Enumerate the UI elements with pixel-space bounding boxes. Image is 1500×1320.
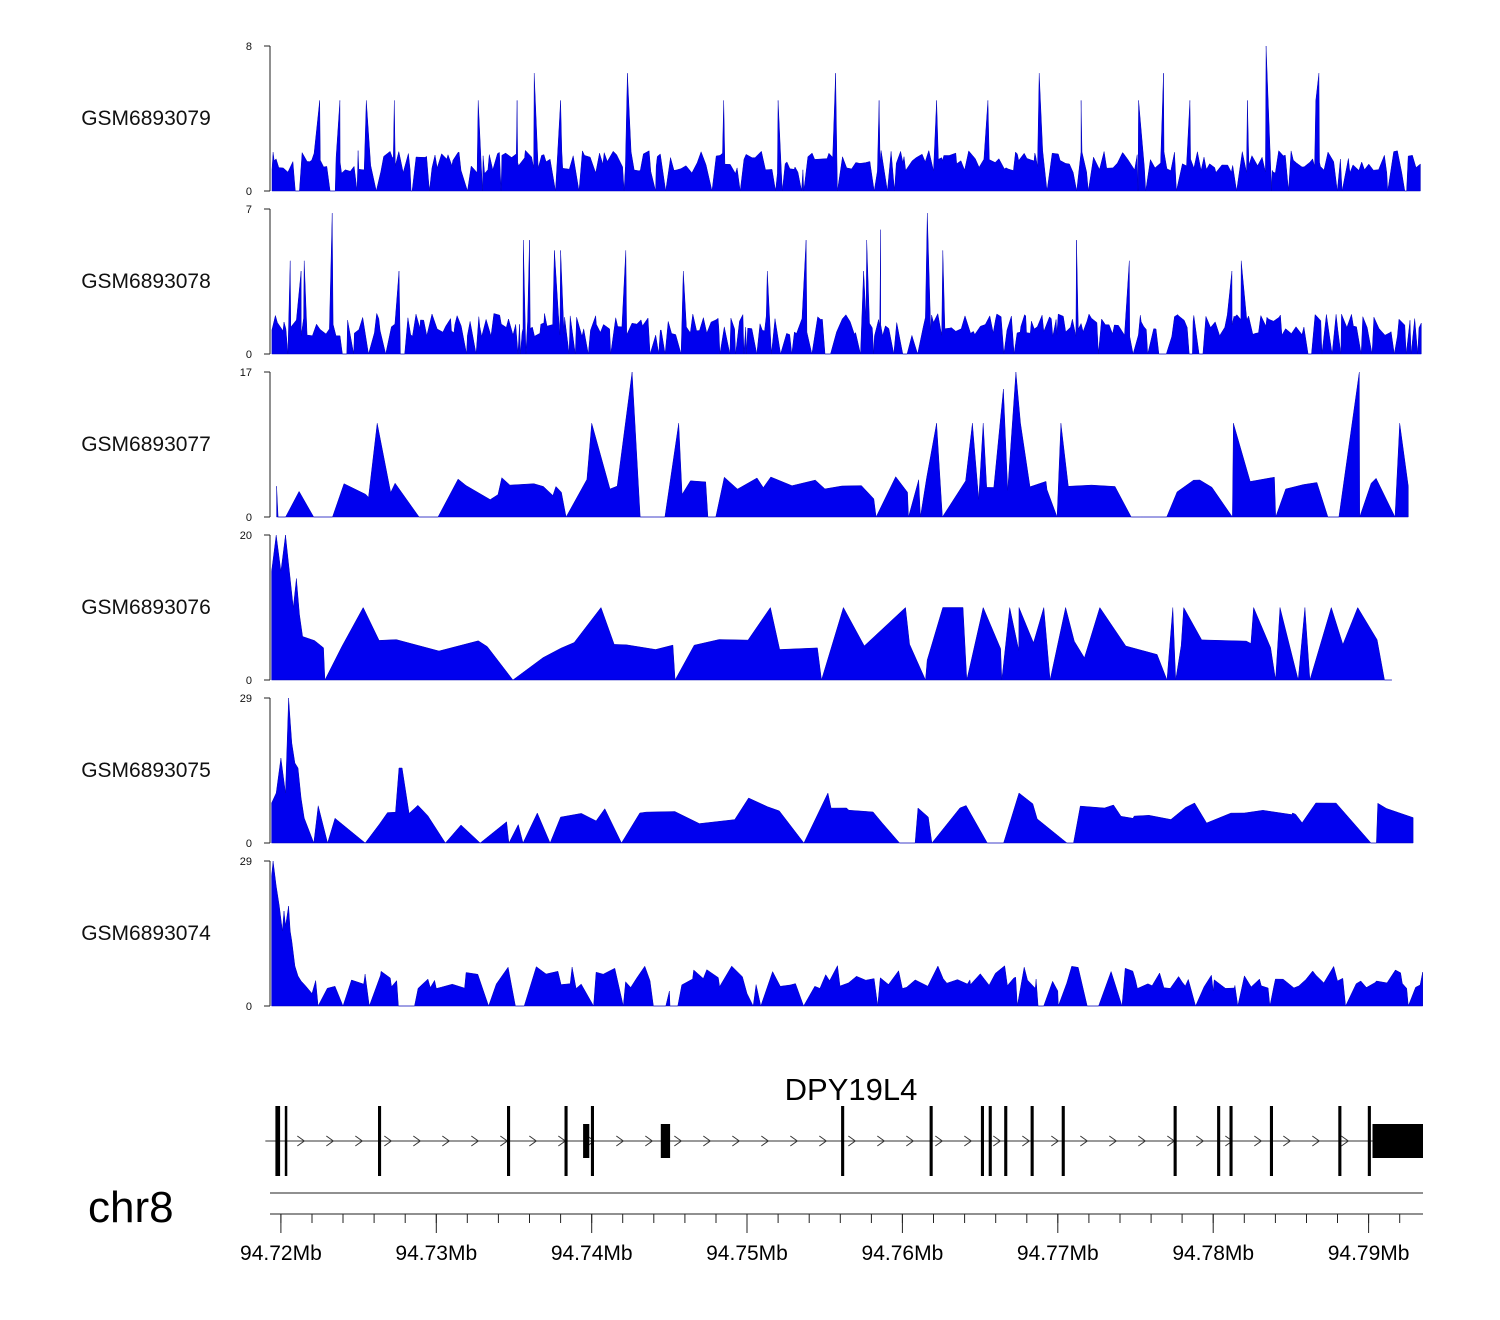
exon (1217, 1106, 1221, 1176)
y-max-label: 20 (240, 530, 252, 542)
strand-arrow (442, 1135, 451, 1147)
x-tick-label: 94.73Mb (395, 1242, 477, 1265)
strand-arrow (297, 1135, 306, 1147)
track-label: GSM6893076 (81, 596, 211, 619)
chromosome-label: chr8 (88, 1183, 174, 1232)
strand-arrow (1196, 1135, 1205, 1147)
strand-arrow (790, 1135, 799, 1147)
strand-arrow (1254, 1135, 1263, 1147)
strand-arrow (1341, 1135, 1350, 1147)
y-min-label: 0 (246, 675, 252, 687)
y-min-label: 0 (246, 186, 252, 198)
y-min-label: 0 (246, 512, 252, 524)
track-label: GSM6893078 (81, 270, 211, 293)
exon (1061, 1106, 1065, 1176)
x-tick-label: 94.75Mb (706, 1242, 788, 1265)
strand-arrow (703, 1135, 712, 1147)
exon (590, 1106, 594, 1176)
strand-arrow (1312, 1135, 1321, 1147)
exon (841, 1106, 845, 1176)
strand-arrow (384, 1135, 393, 1147)
strand-arrow (1138, 1135, 1147, 1147)
x-tick-label: 94.72Mb (240, 1242, 322, 1265)
x-tick-label: 94.78Mb (1172, 1242, 1254, 1265)
exon (583, 1124, 590, 1158)
gene-track: DPY19L4 (265, 1072, 1423, 1176)
strand-arrow (645, 1135, 654, 1147)
strand-arrow (732, 1135, 741, 1147)
strand-arrow (471, 1135, 480, 1147)
strand-arrow (819, 1135, 828, 1147)
exon (1269, 1106, 1273, 1176)
x-tick-label: 94.77Mb (1017, 1242, 1099, 1265)
exon (980, 1106, 984, 1176)
y-max-label: 8 (246, 41, 252, 53)
coverage-track: GSM6893075 29 0 (81, 693, 1414, 850)
exon (988, 1106, 992, 1176)
coverage-area (271, 213, 1422, 355)
track-label: GSM6893079 (81, 107, 211, 130)
strand-arrow (1051, 1135, 1060, 1147)
exon (378, 1106, 382, 1176)
strand-arrow (587, 1135, 596, 1147)
coverage-area (271, 534, 1392, 681)
exon (275, 1106, 281, 1176)
strand-arrow (326, 1135, 335, 1147)
chromosome-axis: chr8 94.72Mb 94.73Mb 94.74Mb 94.75Mb 94.76Mb… (88, 1183, 1423, 1265)
exon (1030, 1106, 1034, 1176)
coverage-area (271, 860, 1423, 1007)
coverage-area (271, 45, 1421, 192)
coverage-area (276, 371, 1409, 518)
exon (507, 1106, 511, 1176)
exon (1372, 1124, 1423, 1158)
strand-arrow (1109, 1135, 1118, 1147)
exon (1173, 1106, 1177, 1176)
x-tick-label: 94.76Mb (862, 1242, 944, 1265)
y-min-label: 0 (246, 1001, 252, 1013)
strand-arrow (413, 1135, 422, 1147)
y-max-label: 7 (246, 204, 252, 216)
y-max-label: 29 (240, 856, 252, 868)
track-label: GSM6893077 (81, 433, 211, 456)
coverage-tracks: GSM689307980GSM689307870GSM6893077170GSM… (81, 41, 1423, 1013)
exon (929, 1106, 933, 1176)
exon (1004, 1106, 1008, 1176)
coverage-track: GSM6893074 29 0 (81, 856, 1423, 1013)
coverage-track: GSM6893078 7 0 (81, 204, 1422, 361)
exon (660, 1124, 671, 1158)
strand-arrow (1283, 1135, 1292, 1147)
strand-arrow (993, 1135, 1002, 1147)
coverage-track: GSM6893076 20 0 (81, 530, 1392, 687)
strand-arrow (674, 1135, 683, 1147)
y-min-label: 0 (246, 838, 252, 850)
strand-arrow (848, 1135, 857, 1147)
exon (1338, 1106, 1342, 1176)
y-max-label: 29 (240, 693, 252, 705)
strand-arrow (616, 1135, 625, 1147)
strand-arrow (1080, 1135, 1089, 1147)
track-label: GSM6893075 (81, 759, 211, 782)
coverage-track: GSM6893077 17 0 (81, 367, 1409, 524)
exon (284, 1106, 288, 1176)
exon (1367, 1106, 1371, 1176)
exon (1229, 1106, 1233, 1176)
strand-arrow (906, 1135, 915, 1147)
y-max-label: 17 (240, 367, 252, 379)
strand-arrow (761, 1135, 770, 1147)
strand-arrow (964, 1135, 973, 1147)
x-tick-label: 94.74Mb (551, 1242, 633, 1265)
strand-arrow (1022, 1135, 1031, 1147)
y-min-label: 0 (246, 349, 252, 361)
gene-name-label: DPY19L4 (785, 1072, 918, 1107)
strand-arrow (355, 1135, 364, 1147)
track-label: GSM6893074 (81, 922, 211, 945)
x-tick-label: 94.79Mb (1328, 1242, 1410, 1265)
exon (564, 1106, 568, 1176)
strand-arrow (935, 1135, 944, 1147)
strand-arrow (529, 1135, 538, 1147)
coverage-area (271, 697, 1414, 844)
strand-arrow (877, 1135, 886, 1147)
coverage-track: GSM6893079 8 0 (81, 41, 1421, 198)
